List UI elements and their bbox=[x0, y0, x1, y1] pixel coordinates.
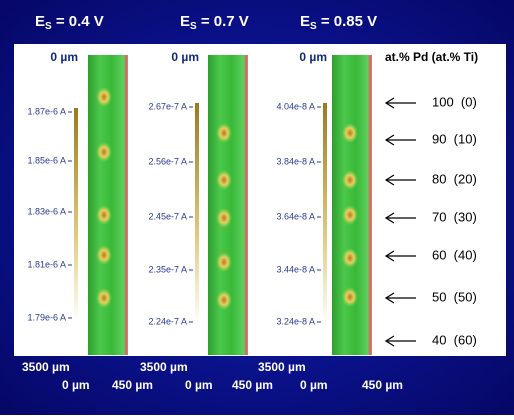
colorbar bbox=[323, 103, 327, 326]
arrow-head bbox=[384, 97, 395, 109]
panel-title: ES = 0.85 V bbox=[300, 13, 377, 32]
x-left-label: 0 µm bbox=[185, 378, 213, 392]
colorbar-tick-label: 3.24e-8 A bbox=[276, 316, 315, 326]
composition-label: 60 (40) bbox=[432, 247, 477, 262]
composition-label: 50 (50) bbox=[432, 289, 477, 304]
colorbar bbox=[74, 108, 78, 322]
title-part: S bbox=[310, 21, 317, 32]
colorbar-tick-label: 2.35e-7 A bbox=[148, 264, 187, 274]
y-bottom-label: 3500 µm bbox=[22, 360, 70, 374]
spot bbox=[216, 170, 232, 190]
x-left-label: 0 µm bbox=[300, 378, 328, 392]
arrow-head bbox=[384, 292, 395, 304]
x-left-label: 0 µm bbox=[62, 378, 90, 392]
colorbar-tick-label: 2.24e-7 A bbox=[148, 316, 187, 326]
spot bbox=[342, 170, 358, 190]
spot bbox=[216, 252, 232, 272]
colorbar-tick-label: 1.83e-6 A bbox=[27, 206, 66, 216]
y-bottom-label: 3500 µm bbox=[258, 360, 306, 374]
composition-label: 80 (20) bbox=[432, 171, 477, 186]
spot bbox=[96, 245, 112, 265]
strip bbox=[332, 55, 372, 355]
arrow-head bbox=[384, 212, 395, 224]
colorbar-tick-label: 1.79e-6 A bbox=[27, 312, 66, 322]
spot bbox=[342, 123, 358, 143]
composition-label: 40 (60) bbox=[432, 332, 477, 347]
strip bbox=[208, 55, 248, 355]
title-part: E bbox=[300, 13, 310, 30]
title-part: E bbox=[35, 13, 45, 30]
title-part: S bbox=[190, 21, 197, 32]
y-top-label: 0 µm bbox=[299, 50, 327, 64]
colorbar-tick-label: 2.56e-7 A bbox=[148, 156, 187, 166]
composition-label: 70 (30) bbox=[432, 209, 477, 224]
colorbar-tick-label: 3.84e-8 A bbox=[276, 156, 315, 166]
spot bbox=[96, 205, 112, 225]
composition-label: 100 (0) bbox=[432, 94, 477, 109]
colorbar-tick-label: 1.81e-6 A bbox=[27, 259, 66, 269]
colorbar-tick-label: 3.44e-8 A bbox=[276, 264, 315, 274]
spot bbox=[342, 248, 358, 268]
arrow-head bbox=[384, 335, 395, 347]
colorbar-tick-label: 1.87e-6 A bbox=[27, 106, 66, 116]
y-bottom-label: 3500 µm bbox=[140, 360, 188, 374]
spot bbox=[216, 208, 232, 228]
arrow-head bbox=[384, 134, 395, 146]
y-top-label: 0 µm bbox=[50, 50, 78, 64]
spot bbox=[96, 87, 112, 107]
spot bbox=[216, 123, 232, 143]
x-right-label: 450 µm bbox=[362, 378, 403, 392]
spot bbox=[216, 290, 232, 310]
spot bbox=[342, 205, 358, 225]
title-part: S bbox=[45, 21, 52, 32]
colorbar-tick-label: 3.64e-8 A bbox=[276, 211, 315, 221]
arrow-head bbox=[384, 174, 395, 186]
spot bbox=[96, 288, 112, 308]
y-top-label: 0 µm bbox=[171, 50, 199, 64]
composition-label: 90 (10) bbox=[432, 131, 477, 146]
figure-area bbox=[14, 44, 506, 356]
panel-title: ES = 0.4 V bbox=[35, 13, 104, 32]
colorbar bbox=[195, 103, 199, 326]
spot bbox=[96, 142, 112, 162]
title-part: E bbox=[180, 13, 190, 30]
composition-header: at.% Pd (at.% Ti) bbox=[385, 50, 478, 64]
colorbar-tick-label: 2.67e-7 A bbox=[148, 101, 187, 111]
spot bbox=[342, 287, 358, 307]
colorbar-tick-label: 2.45e-7 A bbox=[148, 211, 187, 221]
x-right-label: 450 µm bbox=[112, 378, 153, 392]
colorbar-tick-label: 4.04e-8 A bbox=[276, 101, 315, 111]
title-part: = 0.4 V bbox=[52, 13, 104, 30]
x-right-label: 450 µm bbox=[232, 378, 273, 392]
title-part: = 0.7 V bbox=[197, 13, 249, 30]
arrow-head bbox=[384, 250, 395, 262]
title-part: = 0.85 V bbox=[317, 13, 377, 30]
panel-title: ES = 0.7 V bbox=[180, 13, 249, 32]
colorbar-tick-label: 1.85e-6 A bbox=[27, 155, 66, 165]
